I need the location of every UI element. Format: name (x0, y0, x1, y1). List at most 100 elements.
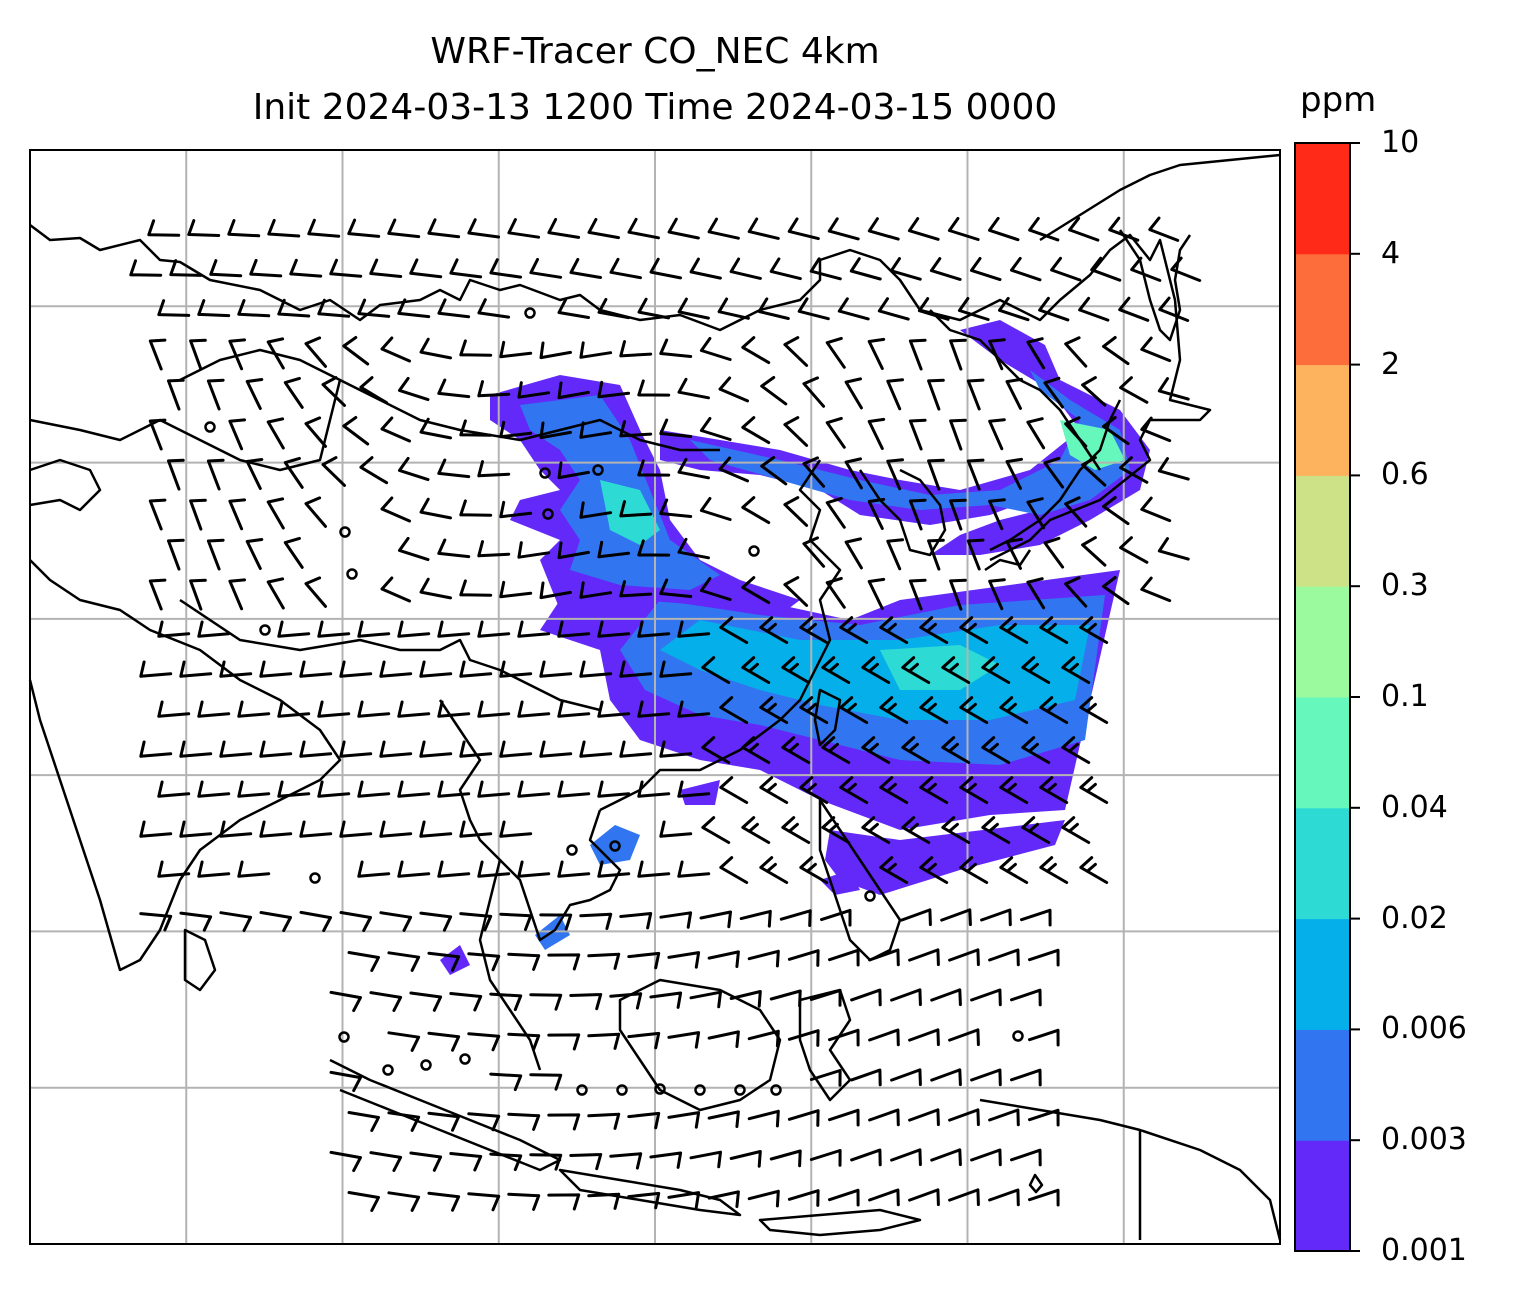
wind-barb (557, 620, 591, 638)
colorbar-segment (1295, 1029, 1350, 1141)
wind-barb (189, 498, 207, 531)
wind-barb (197, 780, 231, 798)
wind-barb (947, 217, 980, 241)
wind-barb (228, 338, 246, 371)
wind-barb (459, 419, 493, 437)
wind-barb (339, 820, 373, 838)
wind-barb (787, 217, 820, 241)
wind-barb (637, 780, 671, 798)
wind-barb (861, 656, 891, 684)
wind-barb (1108, 216, 1140, 242)
wind-barb (879, 856, 909, 884)
wind-barb (627, 1191, 661, 1210)
wind-barb (227, 219, 261, 238)
wind-barb (699, 337, 732, 361)
colorbar-tick-label: 0.3 (1381, 568, 1429, 604)
wind-barb (1081, 536, 1107, 567)
calm-wind-circle (864, 890, 876, 902)
calm-wind-circle (748, 545, 760, 557)
wind-barb (988, 1108, 1020, 1127)
colorbar-segment (1295, 364, 1350, 476)
wind-barb (940, 908, 972, 927)
wind-barb (1050, 256, 1082, 282)
wind-barb (1020, 908, 1052, 927)
wind-barb (569, 1153, 603, 1171)
wind-barb (1079, 616, 1109, 644)
wind-barb (387, 951, 421, 972)
wind-barb (1157, 377, 1190, 401)
wind-barb (637, 860, 671, 878)
wind-barb (437, 780, 471, 798)
wind-barb (139, 820, 173, 838)
colorbar-segment (1295, 586, 1350, 698)
wind-barb (861, 736, 891, 764)
wind-barb (867, 337, 886, 370)
wind-barb (783, 336, 809, 367)
wind-barb (988, 1188, 1020, 1207)
wind-barb (717, 297, 750, 320)
wind-barb (539, 660, 573, 678)
wind-barb (237, 780, 271, 798)
coast-java (558, 1168, 742, 1217)
wind-barb (189, 338, 207, 371)
wind-barb (266, 417, 285, 450)
wind-barb (517, 541, 551, 559)
wind-barb (718, 456, 749, 483)
wind-barb (557, 780, 591, 798)
wind-barb (1026, 417, 1046, 450)
wind-barb (579, 421, 613, 439)
wind-barb (259, 740, 293, 758)
map-title-line1: WRF-Tracer CO_NEC 4km (430, 31, 880, 72)
wind-barb (988, 338, 1006, 371)
wind-barb (459, 740, 493, 758)
wind-barb (379, 660, 413, 678)
wind-barb (237, 700, 271, 718)
wind-barb (1119, 536, 1149, 564)
wind-barb (259, 820, 293, 838)
wind-barb (1090, 256, 1122, 282)
wind-barb (718, 376, 749, 403)
wind-barb (317, 620, 351, 638)
colorbar-segment (1295, 1140, 1350, 1252)
wind-barb (701, 816, 731, 844)
wind-barb (988, 418, 1006, 451)
wind-barb (959, 696, 989, 724)
wind-barb (499, 420, 533, 439)
wind-barb (167, 458, 185, 491)
wind-barb (467, 952, 501, 972)
wind-barb (1119, 456, 1149, 484)
wind-barb (1028, 1108, 1060, 1127)
wind-barb (1043, 536, 1065, 569)
wind-barb (707, 217, 740, 240)
wind-barb (569, 993, 603, 1011)
plume-east-band-high (660, 620, 1090, 720)
wind-barb (547, 1193, 581, 1211)
wind-barb (419, 417, 452, 440)
wind-barb (741, 336, 771, 365)
wind-barb (1028, 948, 1060, 967)
calm-wind-circle (609, 840, 621, 852)
wind-barb (1170, 256, 1202, 282)
wind-barb (359, 456, 389, 485)
wind-barb (769, 989, 802, 1008)
wind-barb (828, 1108, 860, 1127)
wind-barb (949, 418, 967, 451)
calm-wind-circle (382, 1064, 394, 1076)
wind-barb (627, 1031, 661, 1050)
plume-east-band-peak (880, 645, 1000, 690)
wind-barb (397, 298, 431, 319)
wind-barb (1102, 576, 1130, 606)
wind-barb (677, 457, 710, 480)
calm-wind-circle (1012, 1030, 1024, 1042)
wind-barb (729, 990, 762, 1008)
wind-barb (387, 1191, 421, 1212)
wind-barb (339, 660, 373, 678)
wind-barb (529, 993, 563, 1011)
wind-barb (760, 376, 788, 406)
wind-barb (507, 1192, 541, 1211)
wind-barb (489, 992, 523, 1012)
map-frame (29, 149, 1281, 1245)
wind-barb (449, 992, 483, 1012)
coast-small-island (1028, 1173, 1044, 1194)
wind-barb (157, 780, 191, 798)
